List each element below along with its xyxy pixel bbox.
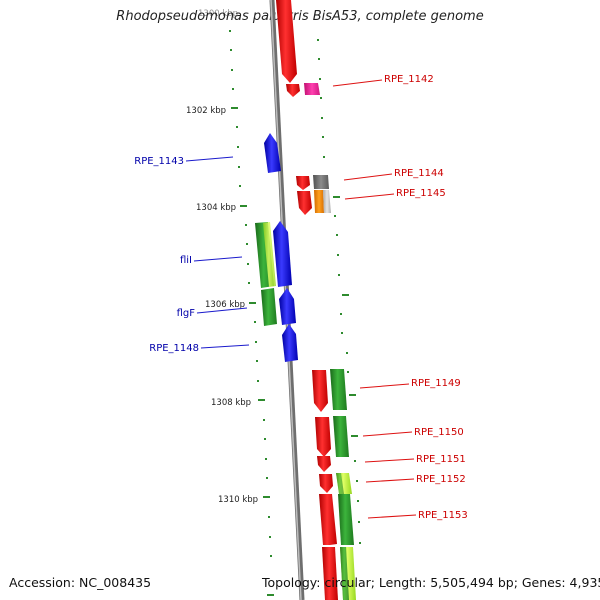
gene-rpe-1149-red[interactable]	[312, 370, 328, 412]
leader-rpe-1149	[359, 383, 410, 389]
gene-label[interactable]: RPE_1152	[416, 474, 466, 485]
gene-label[interactable]: RPE_1144	[394, 168, 444, 179]
gene-label[interactable]: RPE_1145	[396, 188, 446, 199]
gene-red-small[interactable]	[286, 84, 300, 97]
gene-label[interactable]: RPE_1153	[418, 510, 468, 521]
scale-label: 1302 kbp	[186, 106, 226, 116]
left-strand-genes	[255, 133, 298, 362]
gene-green-right[interactable]	[336, 473, 344, 494]
gene-rpe-1150[interactable]	[333, 416, 349, 457]
leader-lines-left	[185, 156, 250, 349]
tick-rail-left	[229, 30, 274, 596]
gene-label[interactable]: RPE_1148	[149, 343, 199, 354]
gene-red-top[interactable]	[276, 0, 297, 83]
leader-rpe-1152	[365, 478, 415, 483]
gene-rpe-1144[interactable]	[296, 176, 310, 190]
gene-rpe-1153-red[interactable]	[319, 494, 337, 545]
right-strand-genes	[276, 0, 356, 600]
gene-label[interactable]: RPE_1149	[411, 378, 461, 389]
gene-flgf[interactable]	[261, 288, 277, 326]
gene-rpe-1145[interactable]	[314, 190, 324, 213]
scale-label: 1300 kbp	[198, 9, 238, 19]
leader-rpe-1142	[332, 79, 383, 87]
gene-gray[interactable]	[313, 175, 329, 189]
leader-rpe-1153	[367, 514, 417, 519]
scale-labels: 1300 kbp 1302 kbp 1304 kbp 1306 kbp 1308…	[186, 9, 258, 505]
gene-blue-2[interactable]	[279, 288, 296, 325]
gene-rpe-1153[interactable]	[338, 494, 354, 545]
gene-rpe-1152[interactable]	[319, 474, 333, 493]
gene-rpe-1151[interactable]	[317, 456, 331, 472]
gene-lime-1[interactable]	[263, 222, 276, 287]
map-title: Rhodopseudomonas palustris BisA53, compl…	[116, 9, 484, 24]
gene-label[interactable]: flgF	[177, 308, 196, 319]
scale-label: 1310 kbp	[218, 495, 258, 505]
gene-label[interactable]: RPE_1142	[384, 74, 434, 85]
leader-rpe-1145	[344, 193, 395, 200]
gene-rpe-1150-red[interactable]	[315, 417, 331, 457]
scale-label: 1306 kbp	[205, 300, 245, 310]
leader-flgf	[196, 307, 248, 314]
gene-label[interactable]: RPE_1150	[414, 427, 464, 438]
leader-rpe-1143	[185, 156, 234, 162]
topology-text: Topology: circular; Length: 5,505,494 bp…	[262, 575, 600, 590]
tick-rail-right	[317, 39, 361, 544]
gene-rpe-1143[interactable]	[264, 133, 281, 173]
leader-rpe-1148	[200, 344, 250, 349]
scale-label: 1308 kbp	[211, 398, 251, 408]
gene-flii[interactable]	[273, 221, 292, 287]
gene-red-bottom[interactable]	[322, 547, 338, 600]
leader-rpe-1151	[364, 458, 415, 463]
leader-lines-right	[332, 79, 417, 519]
scale-label: 1304 kbp	[196, 203, 236, 213]
gene-green-bottom-dark[interactable]	[340, 547, 349, 600]
gene-label[interactable]: fliI	[180, 255, 192, 266]
gene-rpe-1149[interactable]	[330, 369, 347, 410]
leader-flii	[193, 256, 243, 262]
gene-labels-right: RPE_1142 RPE_1144 RPE_1145 RPE_1149 RPE_…	[384, 74, 468, 521]
gene-label[interactable]: RPE_1151	[416, 454, 466, 465]
gene-lightgray[interactable]	[323, 190, 331, 213]
gene-red-mid[interactable]	[297, 191, 312, 215]
gene-label[interactable]: RPE_1143	[134, 156, 184, 167]
gene-rpe-1142[interactable]	[304, 83, 320, 95]
leader-rpe-1144	[343, 173, 393, 181]
gene-labels-left: RPE_1143 fliI flgF RPE_1148	[134, 156, 199, 354]
gene-rpe-1148[interactable]	[282, 324, 298, 362]
leader-rpe-1150	[362, 431, 413, 437]
accession-text: Accession: NC_008435	[9, 575, 152, 590]
